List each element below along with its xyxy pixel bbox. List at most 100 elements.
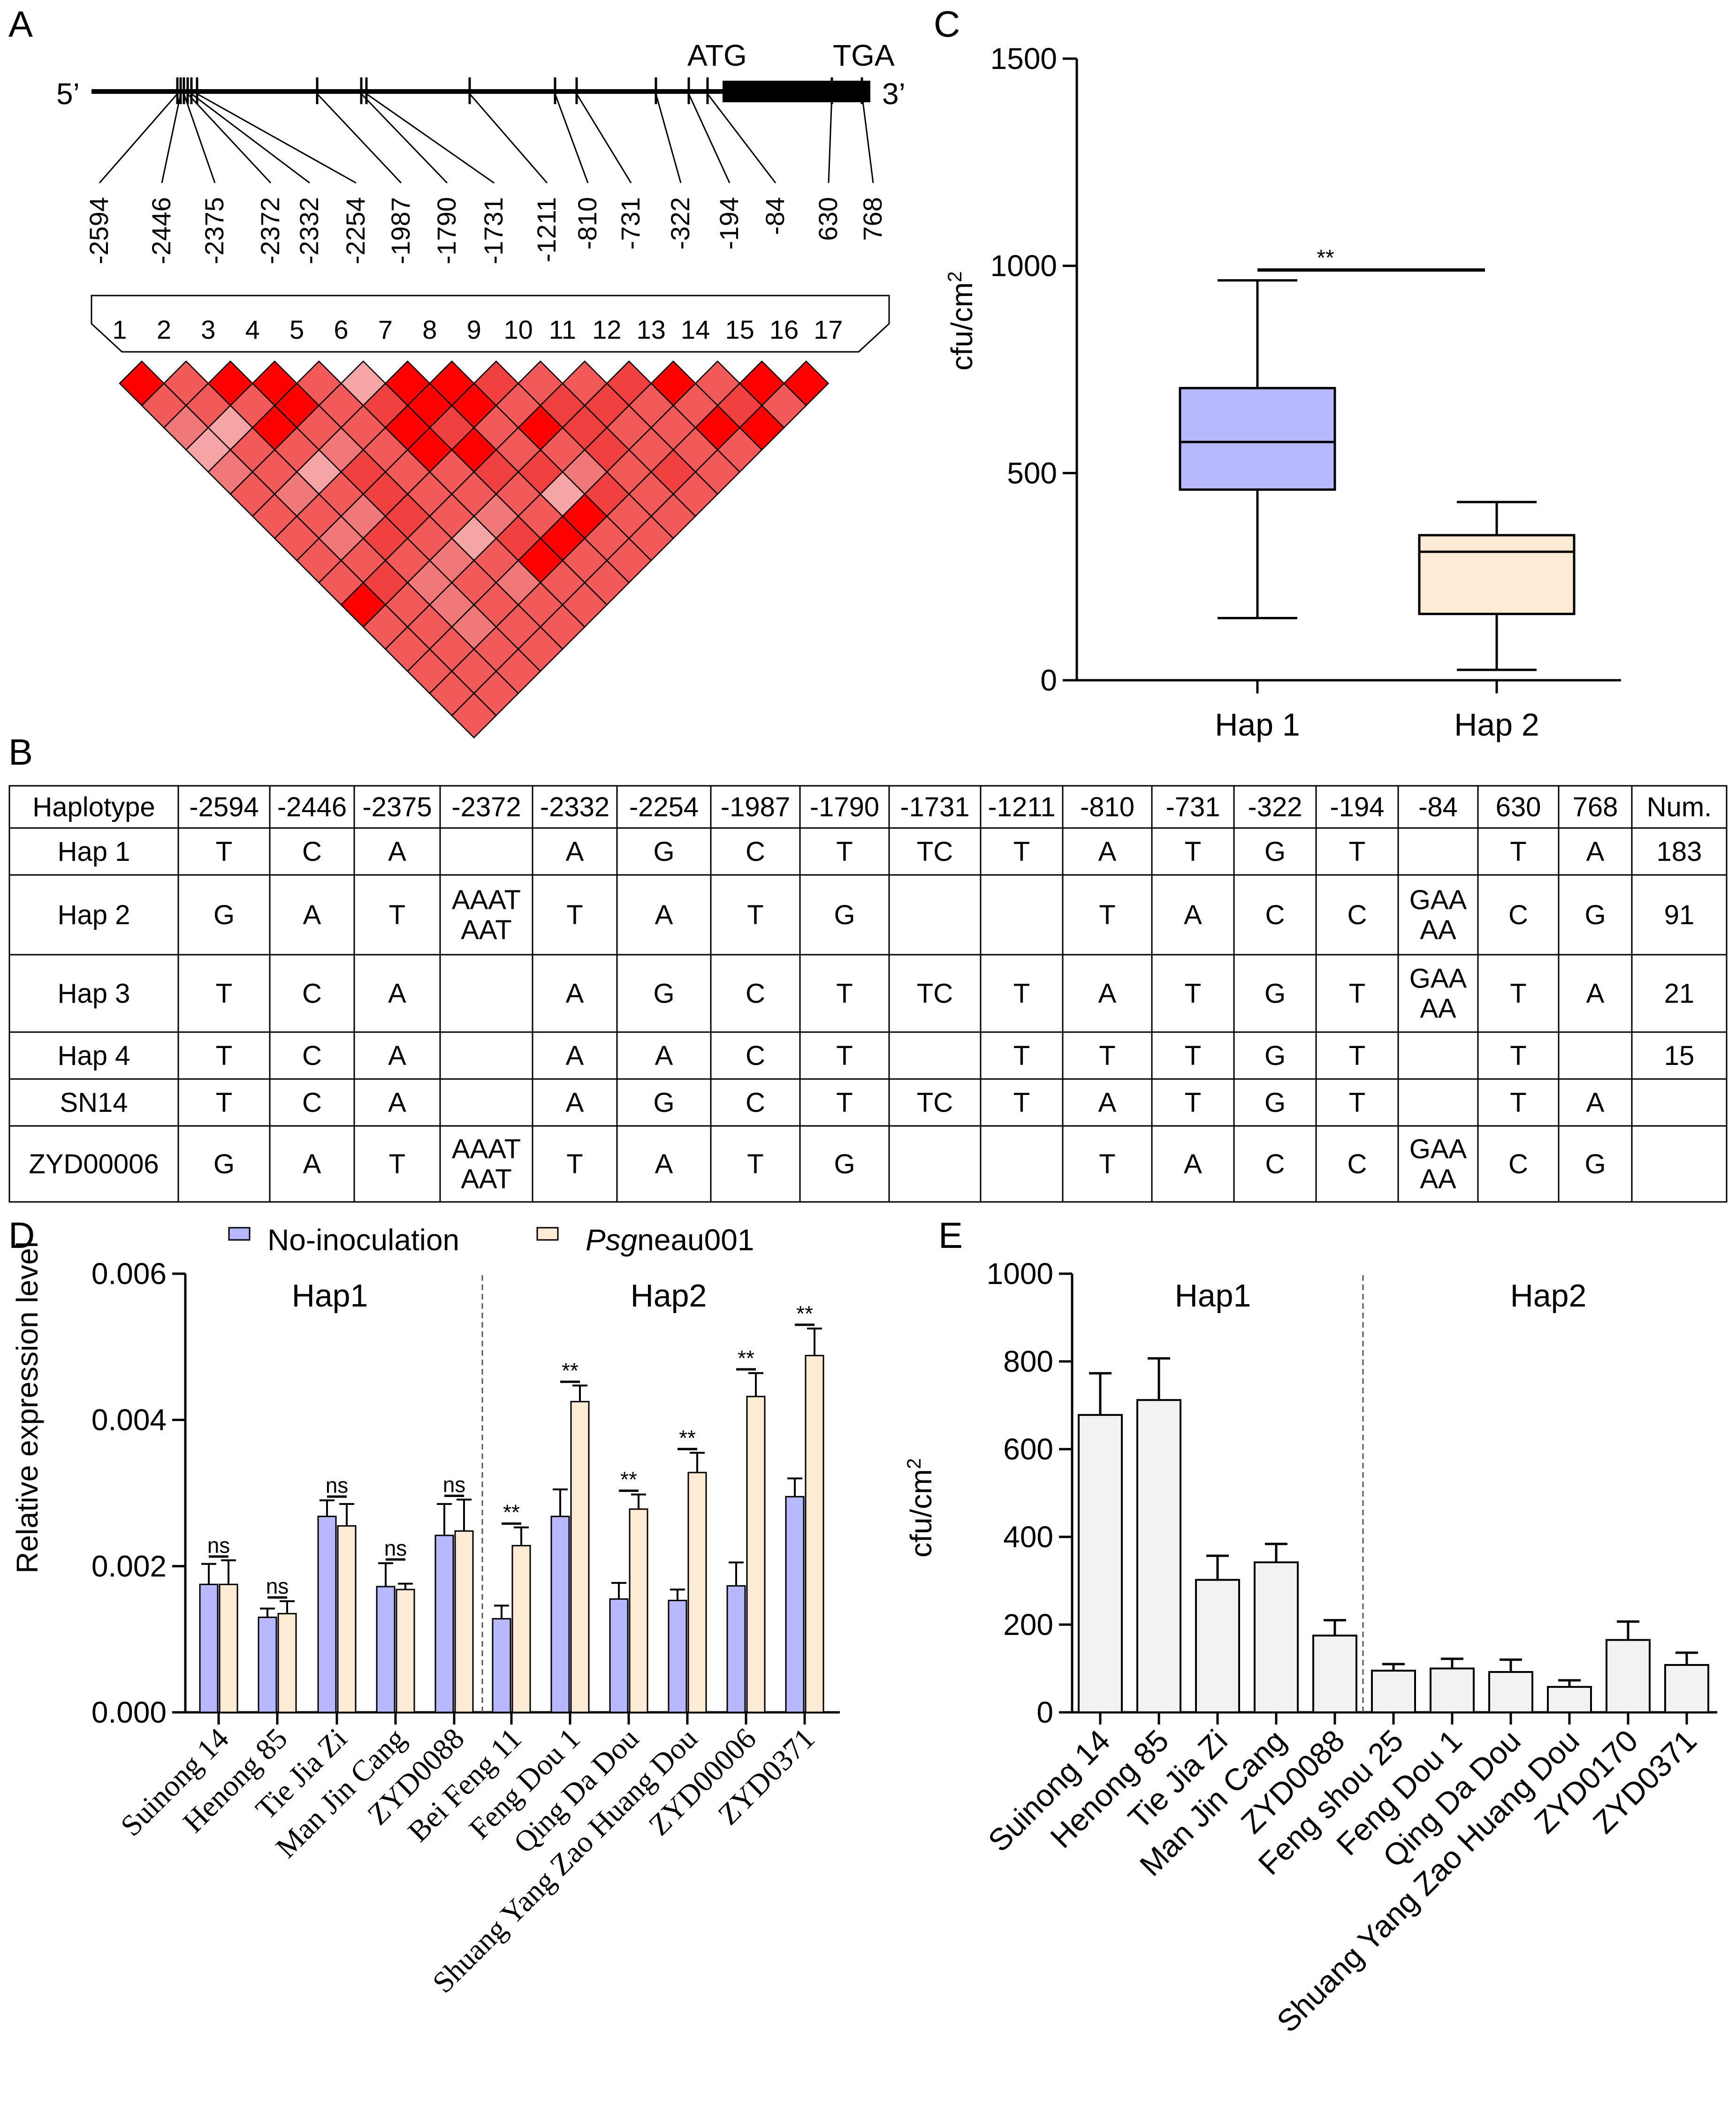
y-tick-label: 1500 [990,42,1057,76]
snp-connector-line [707,93,777,183]
bar [726,1585,746,1713]
table-cell: A [388,836,406,867]
ld-marker-number: 7 [378,315,393,344]
bar [1078,1414,1123,1714]
table-cell: GAA AA [1409,1134,1467,1194]
table-cell: 91 [1664,900,1695,930]
x-tick-label: Hap 1 [1215,707,1300,743]
bar [805,1355,824,1713]
snp-position-label: -2594 [84,197,114,264]
bar [1664,1664,1709,1714]
table-cell: T [216,1087,232,1118]
bar [396,1588,415,1713]
atg-label: ATG [687,38,747,72]
snp-position-label: -2254 [341,197,370,264]
significance-label: ** [503,1500,520,1525]
bar [199,1583,219,1713]
bar [337,1525,357,1713]
table-cell: TC [917,836,953,867]
table-cell: A [1586,1087,1605,1118]
snp-position-labels: -2594 -2446 -2375 -2372 -2332 -2254 -1987 -1790… [84,197,887,264]
snp-position-label: -2332 [294,197,324,264]
table-cell: G [213,900,235,930]
table-cell: T [216,979,232,1009]
table-cell: Hap 2 [58,900,130,930]
ld-marker-number: 1 [112,315,127,344]
table-cell: Hap 4 [58,1041,130,1071]
table-cell: T [1013,836,1030,867]
table-cell: T [1099,1041,1115,1071]
ld-marker-number: 17 [814,315,843,344]
table-cell: A [1586,979,1605,1009]
significance-label: ns [384,1536,407,1560]
table-cell: C [1508,1149,1528,1179]
table-cell: A [655,900,673,930]
significance-label: ** [679,1426,696,1450]
snp-position-label: -2372 [255,197,285,264]
table-cell: A [566,836,584,867]
table-header-cell: Haplotype [32,792,155,822]
bar [317,1515,337,1713]
bar [376,1586,396,1713]
table-cell: 183 [1657,836,1702,867]
table-header-cell: -2446 [277,792,347,822]
significance-label: ** [1317,246,1334,271]
ld-marker-number: 16 [769,315,799,344]
table-cell: T [1185,979,1201,1009]
table-cell: T [1185,1087,1201,1118]
table-cell: G [653,979,674,1009]
bar [1547,1686,1592,1714]
snp-connector-line [99,93,178,183]
haplotype-table: Haplotype -2594 -2446 -2375 -2372 -2332 -2254-… [8,785,1728,1203]
ld-marker-number: 15 [725,315,754,344]
table-header-cell: -322 [1248,792,1302,822]
table-header-cell: -2594 [189,792,259,822]
table-cell: C [302,1041,322,1071]
snp-connector-line [191,93,310,184]
table-cell: G [653,836,674,867]
table-cell: T [1510,1087,1526,1118]
group-label: Hap2 [631,1278,707,1314]
significance-label: ns [266,1574,289,1598]
table-cell: G [1264,1041,1286,1071]
significance-label: ** [562,1358,579,1383]
table-cell: G [1264,979,1286,1009]
table-header-cell: -1790 [810,792,879,822]
ld-marker-number: 9 [467,315,481,344]
panel-letter-c: C [934,3,960,45]
significance-label: ns [443,1473,466,1497]
snp-connector-line [316,93,402,184]
table-cell: C [746,1041,765,1071]
significance-label: ns [326,1473,349,1497]
table-cell: T [389,1149,405,1179]
ld-marker-number: 14 [681,315,710,344]
panel-a-gene-structure-ld-heatmap: 5’ 3’ ATG TGA -2594 -2446 -2375 -2372 -2332-… [56,38,906,739]
y-tick-label: 400 [1003,1520,1053,1554]
ld-marker-number: 10 [503,315,533,344]
table-cell: G [1264,1087,1286,1118]
snp-connector-line [197,93,357,184]
y-tick-label: 0 [1036,1695,1053,1729]
snp-connector-line [828,93,833,183]
panel-letter-a: A [8,3,33,45]
bar [785,1496,805,1713]
ld-marker-number: 2 [157,315,171,344]
table-cell: SN14 [60,1087,128,1118]
bar [1606,1639,1651,1714]
ld-marker-number: 5 [289,315,304,344]
table-cell: T [1349,1087,1365,1118]
table-header-cell: -194 [1330,792,1384,822]
legend-label-no-inoculation: No-inoculation [267,1223,459,1257]
snp-position-label: -810 [572,197,602,250]
table-cell: A [1098,979,1117,1009]
ld-marker-header-frame [91,295,890,353]
table-cell: 15 [1664,1041,1695,1071]
bar [434,1535,454,1713]
bar [258,1616,277,1713]
table-cell: C [746,979,765,1009]
snp-connector-line [183,93,216,183]
snp-position-label: -731 [616,197,645,250]
table-cell: T [1510,836,1526,867]
table-cell: A [1098,836,1117,867]
